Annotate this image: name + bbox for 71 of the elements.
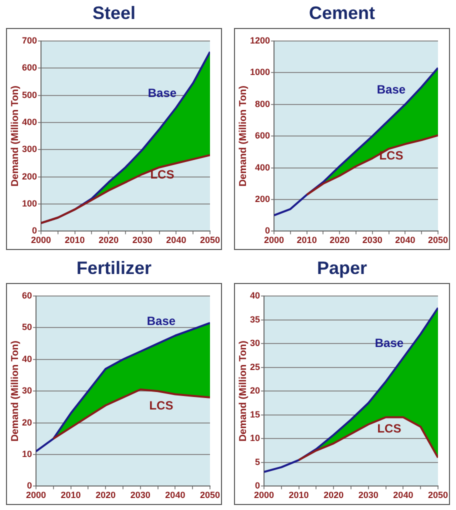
x-tick-label: 2050 bbox=[428, 235, 448, 246]
y-tick-label: 30 bbox=[250, 338, 260, 348]
y-tick-label: 700 bbox=[22, 35, 38, 46]
x-tick-label: 2030 bbox=[362, 235, 382, 246]
x-tick-label: 2020 bbox=[324, 490, 344, 500]
y-axis-title: Demand (Million Ton) bbox=[10, 86, 21, 187]
x-tick-label: 2040 bbox=[166, 235, 186, 246]
x-tick-label: 2030 bbox=[132, 235, 152, 246]
x-tick-label: 2000 bbox=[26, 490, 46, 500]
y-tick-label: 0 bbox=[26, 480, 32, 491]
y-axis-title: Demand (Million Ton) bbox=[238, 86, 249, 187]
x-tick-label: 2030 bbox=[358, 490, 378, 500]
series-label: LCS bbox=[149, 398, 174, 413]
y-tick-label: 200 bbox=[254, 194, 270, 204]
x-tick-label: 2010 bbox=[288, 490, 309, 500]
series-label: LCS bbox=[379, 148, 404, 162]
y-tick-label: 10 bbox=[22, 448, 32, 459]
y-tick-label: 15 bbox=[250, 409, 260, 420]
y-tick-label: 400 bbox=[22, 117, 38, 127]
x-tick-label: 2040 bbox=[393, 490, 414, 500]
x-tick-label: 2020 bbox=[96, 490, 116, 500]
y-tick-label: 50 bbox=[22, 322, 32, 332]
y-tick-label: 10 bbox=[250, 433, 260, 444]
x-tick-label: 2040 bbox=[165, 490, 186, 500]
y-tick-label: 0 bbox=[265, 226, 270, 236]
y-tick-label: 60 bbox=[22, 290, 32, 300]
series-label: LCS bbox=[150, 168, 174, 182]
series-label: Base bbox=[148, 86, 177, 100]
y-tick-label: 600 bbox=[22, 62, 38, 73]
x-tick-label: 2050 bbox=[200, 235, 220, 246]
y-tick-label: 0 bbox=[32, 226, 38, 236]
y-tick-label: 1200 bbox=[250, 35, 270, 46]
y-tick-label: 500 bbox=[22, 90, 38, 100]
series-label: LCS bbox=[377, 422, 402, 436]
y-tick-label: 40 bbox=[22, 354, 32, 364]
chart-title: Paper bbox=[316, 257, 368, 280]
y-tick-label: 40 bbox=[250, 290, 260, 300]
x-tick-label: 2010 bbox=[60, 490, 81, 500]
y-tick-label: 1000 bbox=[250, 67, 270, 78]
y-tick-label: 5 bbox=[254, 456, 260, 467]
y-tick-label: 200 bbox=[22, 171, 38, 182]
x-tick-label: 2000 bbox=[254, 490, 274, 500]
y-tick-label: 400 bbox=[254, 162, 270, 172]
y-axis-title: Demand (Million Ton) bbox=[10, 340, 21, 442]
y-tick-label: 20 bbox=[250, 386, 260, 396]
series-label: Base bbox=[376, 82, 406, 97]
y-tick-label: 0 bbox=[254, 480, 260, 491]
y-tick-label: 30 bbox=[22, 386, 32, 396]
x-tick-label: 2050 bbox=[428, 490, 448, 500]
x-tick-label: 2010 bbox=[64, 235, 85, 246]
y-tick-label: 25 bbox=[250, 362, 260, 372]
y-tick-label: 35 bbox=[250, 314, 260, 324]
x-tick-label: 2030 bbox=[130, 490, 150, 500]
series-label: Base bbox=[374, 336, 404, 350]
y-axis-title: Demand (Million Ton) bbox=[238, 340, 249, 442]
x-tick-label: 2040 bbox=[395, 235, 416, 246]
chart-title: Steel bbox=[91, 2, 137, 25]
y-tick-label: 300 bbox=[22, 144, 38, 154]
chart-title: Fertilizer bbox=[75, 257, 153, 280]
x-tick-label: 2020 bbox=[98, 235, 119, 246]
x-tick-label: 2010 bbox=[296, 235, 317, 246]
chart-title: Cement bbox=[308, 2, 376, 25]
y-tick-label: 20 bbox=[22, 417, 32, 428]
y-tick-label: 800 bbox=[254, 98, 270, 109]
x-tick-label: 2050 bbox=[200, 490, 220, 500]
x-tick-label: 2000 bbox=[264, 235, 284, 246]
x-tick-label: 2000 bbox=[31, 235, 52, 246]
x-tick-label: 2020 bbox=[330, 235, 350, 246]
y-tick-label: 100 bbox=[22, 198, 38, 209]
series-label: Base bbox=[146, 314, 176, 328]
y-tick-label: 600 bbox=[254, 130, 270, 141]
